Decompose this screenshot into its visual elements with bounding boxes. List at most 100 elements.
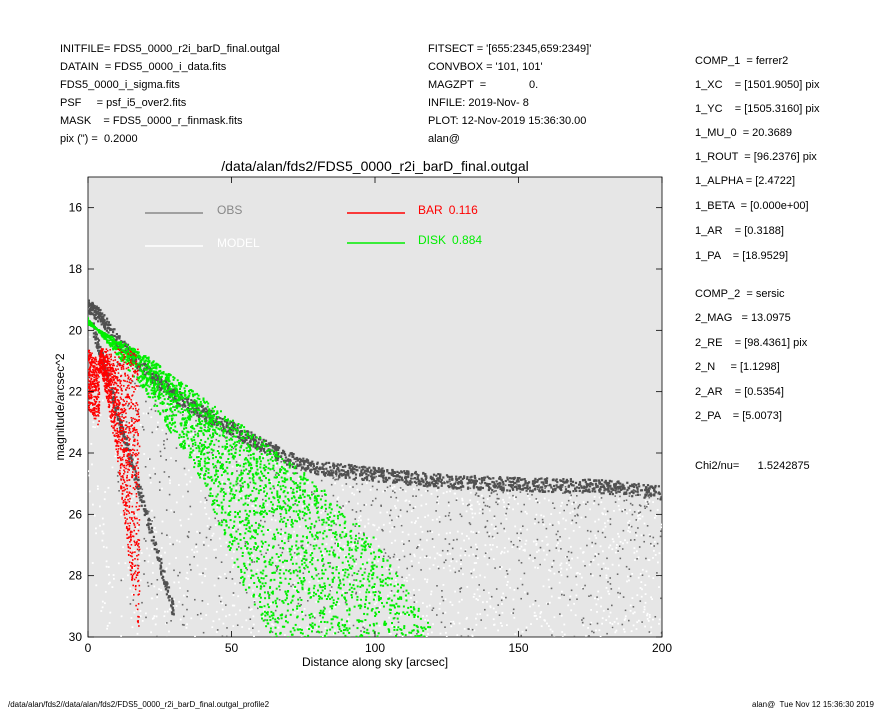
obs-point <box>151 583 153 585</box>
model-point <box>450 570 452 572</box>
obs-point <box>97 341 99 343</box>
obs-point <box>194 431 196 433</box>
obs-point <box>248 455 250 457</box>
model-point <box>426 581 428 583</box>
model-point <box>205 643 207 645</box>
obs-point <box>488 483 490 485</box>
obs-point <box>660 498 662 500</box>
model-point <box>120 635 122 637</box>
model-point <box>131 500 133 502</box>
obs-point <box>549 484 551 486</box>
model-point <box>234 583 236 585</box>
obs-point <box>447 485 449 487</box>
model-point <box>129 588 131 590</box>
model-point <box>573 638 575 640</box>
model-point <box>120 514 122 516</box>
obs-point <box>401 576 403 578</box>
model-point <box>608 616 610 618</box>
obs-point <box>430 530 432 532</box>
disk-point <box>203 401 205 403</box>
model-point <box>626 542 628 544</box>
model-point <box>251 608 253 610</box>
obs-point <box>166 439 168 441</box>
disk-point <box>196 447 198 449</box>
disk-point <box>298 639 300 641</box>
obs-point <box>175 460 177 462</box>
obs-point <box>541 486 543 488</box>
model-point <box>503 501 505 503</box>
obs-point <box>568 486 570 488</box>
model-point <box>601 623 603 625</box>
model-point <box>422 633 424 635</box>
model-point <box>526 513 528 515</box>
disk-point <box>170 431 172 433</box>
obs-point <box>495 502 497 504</box>
obs-point <box>275 565 277 567</box>
obs-point <box>346 645 348 647</box>
obs-point <box>587 648 589 650</box>
obs-point <box>623 485 625 487</box>
model-point <box>470 508 472 510</box>
obs-point <box>109 324 111 326</box>
model-point <box>94 515 96 517</box>
obs-point <box>615 483 617 485</box>
model-point <box>334 482 336 484</box>
obs-point <box>436 614 438 616</box>
model-point <box>628 527 630 529</box>
obs-point <box>640 511 642 513</box>
disk-point <box>393 595 395 597</box>
model-point <box>609 641 611 643</box>
obs-point <box>520 598 522 600</box>
obs-point <box>366 476 368 478</box>
model-point <box>496 546 498 548</box>
obs-point <box>372 486 374 488</box>
disk-point <box>220 410 222 412</box>
obs-point <box>294 552 296 554</box>
model-point <box>460 563 462 565</box>
obs-point <box>485 552 487 554</box>
obs-point <box>389 557 391 559</box>
obs-point <box>543 483 545 485</box>
disk-point <box>82 319 84 321</box>
model-point <box>437 553 439 555</box>
model-point <box>517 503 519 505</box>
disk-point <box>375 591 377 593</box>
disk-point <box>193 436 195 438</box>
obs-point <box>575 482 577 484</box>
model-point <box>130 422 132 424</box>
model-point <box>618 536 620 538</box>
model-point <box>450 651 452 653</box>
model-point <box>153 617 155 619</box>
obs-point <box>425 644 427 646</box>
disk-point <box>346 609 348 611</box>
obs-point <box>344 466 346 468</box>
model-point <box>383 524 385 526</box>
model-point <box>204 575 206 577</box>
obs-point <box>544 488 546 490</box>
obs-point <box>617 550 619 552</box>
obs-point <box>187 590 189 592</box>
obs-point <box>626 566 628 568</box>
obs-point <box>638 483 640 485</box>
obs-point <box>288 455 290 457</box>
obs-point <box>475 555 477 557</box>
obs-point <box>355 477 357 479</box>
model-point <box>589 508 591 510</box>
disk-point <box>235 531 237 533</box>
obs-point <box>402 489 404 491</box>
obs-point <box>420 539 422 541</box>
model-point <box>636 639 638 641</box>
obs-point <box>362 468 364 470</box>
obs-point <box>144 505 146 507</box>
model-point <box>550 513 552 515</box>
model-point <box>190 434 192 436</box>
obs-point <box>619 496 621 498</box>
model-point <box>466 618 468 620</box>
obs-point <box>95 334 97 336</box>
model-point <box>342 489 344 491</box>
model-point <box>276 560 278 562</box>
model-point <box>183 595 185 597</box>
obs-point <box>440 481 442 483</box>
disk-point <box>204 460 206 462</box>
obs-point <box>437 473 439 475</box>
